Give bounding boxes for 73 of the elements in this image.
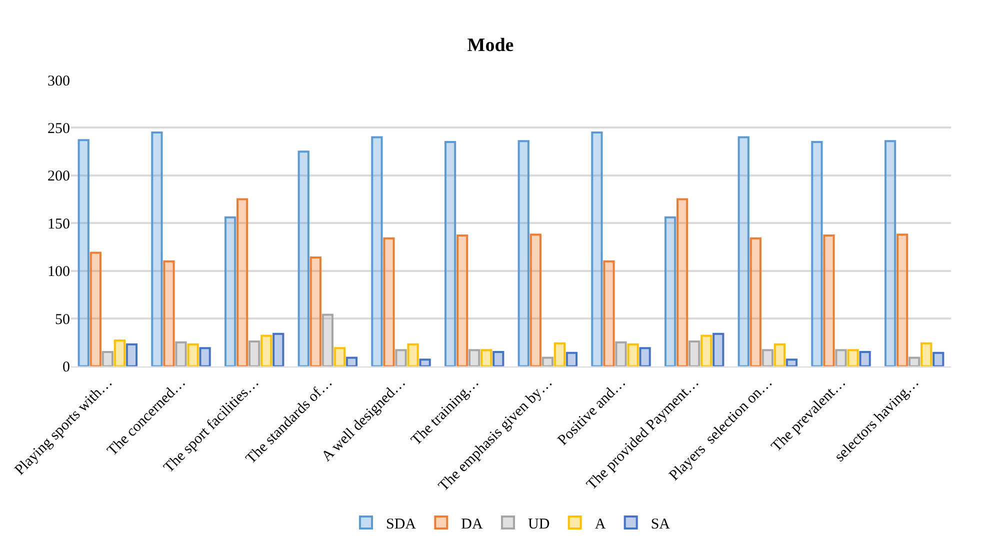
bar <box>664 216 676 366</box>
bar <box>542 356 554 366</box>
bar <box>859 350 871 366</box>
bar <box>750 237 762 366</box>
bar <box>884 140 896 366</box>
bar <box>334 347 346 366</box>
bar <box>114 340 126 366</box>
bar <box>615 341 627 366</box>
bar <box>932 352 944 366</box>
legend-label: SA <box>650 516 670 532</box>
y-tick-label: 300 <box>48 73 70 90</box>
bar <box>774 343 786 366</box>
bar <box>639 347 651 366</box>
bar <box>603 260 615 366</box>
bar <box>835 349 847 366</box>
y-tick-label: 0 <box>62 360 70 376</box>
bar <box>762 349 774 366</box>
bar <box>407 343 419 366</box>
legend-label: UD <box>528 516 550 532</box>
bar <box>310 256 322 366</box>
bar <box>272 332 284 366</box>
bar <box>688 340 700 366</box>
bar <box>346 356 358 366</box>
bar <box>786 358 798 366</box>
y-tick-label: 100 <box>48 264 70 280</box>
bar <box>444 141 456 366</box>
bar <box>163 260 175 366</box>
bar <box>187 343 199 366</box>
legend-label: SDA <box>386 516 416 532</box>
chart-title: Mode <box>467 35 514 56</box>
bar <box>712 332 724 366</box>
y-tick-label: 250 <box>48 120 70 137</box>
bar <box>896 234 908 366</box>
bar <box>566 352 578 366</box>
bar <box>530 234 542 366</box>
y-tick-label: 50 <box>55 312 70 328</box>
bar <box>236 198 248 366</box>
bar <box>298 150 310 366</box>
bar <box>518 140 530 366</box>
bar <box>383 237 395 366</box>
bar <box>492 350 504 366</box>
y-tick-label: 150 <box>48 216 70 232</box>
bar <box>676 198 688 366</box>
bar <box>175 341 187 366</box>
bar <box>371 136 383 366</box>
bar <box>90 252 102 366</box>
bar <box>738 136 750 366</box>
bar <box>151 131 163 366</box>
bar <box>248 340 260 366</box>
bar <box>591 131 603 366</box>
legend-label: A <box>594 516 606 532</box>
bar <box>811 141 823 366</box>
bar <box>224 216 236 366</box>
legend-label: DA <box>461 516 484 532</box>
bar <box>102 350 114 366</box>
bar <box>456 234 468 366</box>
bar <box>468 349 480 366</box>
bar <box>908 356 920 366</box>
bar <box>823 234 835 366</box>
bar <box>627 343 639 366</box>
bar <box>480 349 492 366</box>
bar <box>199 347 211 366</box>
bar <box>920 342 932 366</box>
bar <box>395 349 407 366</box>
bar <box>554 342 566 366</box>
bar <box>78 139 90 366</box>
bar <box>260 334 272 366</box>
bar <box>847 349 859 366</box>
bar <box>419 358 431 366</box>
bar <box>322 314 334 366</box>
bar <box>126 343 138 366</box>
bar <box>700 334 712 366</box>
y-tick-label: 200 <box>48 168 70 185</box>
